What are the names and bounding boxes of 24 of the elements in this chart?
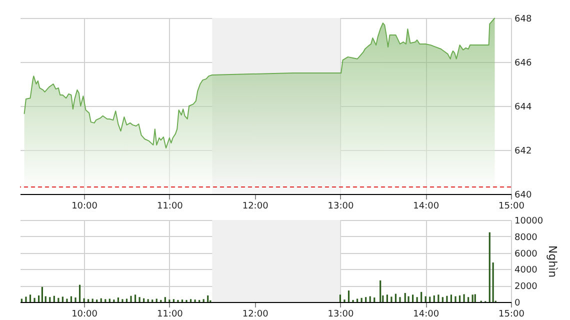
x-tick-label: 13:00 xyxy=(328,202,354,212)
y-tick-label: 0 xyxy=(514,298,520,308)
x-tick-label: 15:00 xyxy=(498,202,525,212)
x-tick-label: 12:00 xyxy=(242,202,269,212)
x-tick-label: 13:00 xyxy=(328,310,354,320)
y-tick-label: 640 xyxy=(514,190,532,200)
y-tick-label: 6000 xyxy=(514,249,538,260)
y-axis-title: Nghìn xyxy=(546,245,560,278)
x-tick-label: 10:00 xyxy=(72,310,98,320)
y-tick-label: 648 xyxy=(514,14,532,24)
x-tick-label: 11:00 xyxy=(156,202,184,212)
y-tick-label: 4000 xyxy=(514,266,538,276)
x-tick-label: 12:00 xyxy=(242,310,269,320)
y-tick-label: 644 xyxy=(514,102,532,112)
y-tick-label: 642 xyxy=(514,146,532,156)
x-tick-label: 10:00 xyxy=(72,202,98,212)
y-tick-label: 10000 xyxy=(514,216,544,226)
y-tick-label: 646 xyxy=(514,58,532,68)
y-tick-label: 8000 xyxy=(514,232,538,243)
x-tick-label: 15:00 xyxy=(498,310,525,320)
x-tick-label: 11:00 xyxy=(156,310,184,320)
x-tick-label: 14:00 xyxy=(413,310,440,320)
y-tick-label: 2000 xyxy=(514,282,538,292)
x-tick-label: 14:00 xyxy=(413,202,440,212)
